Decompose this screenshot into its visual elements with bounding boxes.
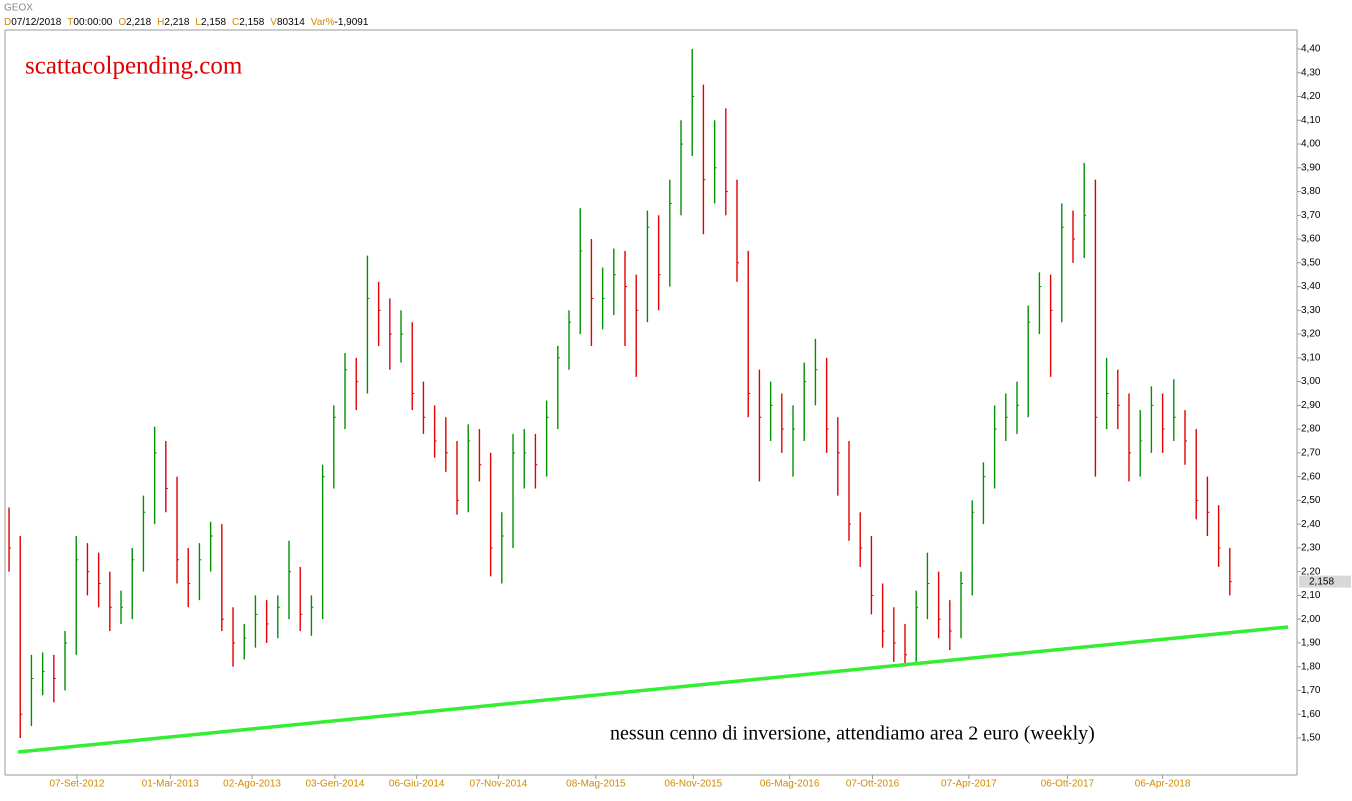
y-tick-label: 3,20 bbox=[1301, 329, 1321, 340]
header-value: 2,158 bbox=[201, 17, 226, 28]
header-key: D bbox=[4, 17, 11, 28]
x-tick-label: 06-Mag-2016 bbox=[760, 779, 820, 790]
y-tick-label: 3,30 bbox=[1301, 305, 1321, 316]
x-tick-label: 03-Gen-2014 bbox=[305, 779, 364, 790]
last-price-box bbox=[1299, 575, 1351, 588]
y-tick-label: 2,80 bbox=[1301, 424, 1321, 435]
x-tick-label: 01-Mar-2013 bbox=[142, 779, 200, 790]
header-value: 2,218 bbox=[126, 17, 151, 28]
y-tick-label: 2,00 bbox=[1301, 614, 1321, 625]
header-value: 07/12/2018 bbox=[11, 17, 61, 28]
y-tick-label: 4,00 bbox=[1301, 139, 1321, 150]
y-tick-label: 1,50 bbox=[1301, 733, 1321, 744]
header: D07/12/2018 T00:00:00 O2,218 H2,218 L2,158 C2… bbox=[4, 17, 369, 28]
y-tick-label: 2,90 bbox=[1301, 400, 1321, 411]
x-tick-label: 07-Set-2012 bbox=[49, 779, 104, 790]
y-tick-label: 3,80 bbox=[1301, 186, 1321, 197]
header-key: O bbox=[118, 17, 126, 28]
x-tick-label: 06-Giu-2014 bbox=[389, 779, 445, 790]
y-tick-label: 2,70 bbox=[1301, 448, 1321, 459]
header-value: -1,9091 bbox=[334, 17, 368, 28]
y-tick-label: 2,40 bbox=[1301, 519, 1321, 530]
header-key: C bbox=[232, 17, 239, 28]
y-tick-label: 4,40 bbox=[1301, 44, 1321, 55]
y-tick-label: 3,60 bbox=[1301, 234, 1321, 245]
y-tick-label: 3,50 bbox=[1301, 257, 1321, 268]
header-key: Var% bbox=[311, 17, 335, 28]
y-tick-label: 3,10 bbox=[1301, 352, 1321, 363]
header-key: H bbox=[157, 17, 164, 28]
header-key: T bbox=[67, 17, 73, 28]
y-tick-label: 4,20 bbox=[1301, 91, 1321, 102]
watermark: scattacolpending.com bbox=[25, 53, 243, 80]
symbol: GEOX bbox=[4, 3, 33, 14]
header-value: 2,218 bbox=[164, 17, 189, 28]
annotation: nessun cenno di inversione, attendiamo a… bbox=[610, 723, 1095, 745]
y-tick-label: 1,90 bbox=[1301, 638, 1321, 649]
header-key: L bbox=[195, 17, 201, 28]
header-value: 00:00:00 bbox=[73, 17, 112, 28]
last-price-label: 2,158 bbox=[1309, 576, 1334, 587]
trendline bbox=[17, 625, 1289, 754]
x-tick-label: 08-Mag-2015 bbox=[566, 779, 626, 790]
y-tick-label: 2,10 bbox=[1301, 590, 1321, 601]
x-tick-label: 06-Nov-2015 bbox=[664, 779, 722, 790]
y-tick-label: 3,90 bbox=[1301, 162, 1321, 173]
y-tick-label: 3,00 bbox=[1301, 376, 1321, 387]
y-tick-label: 2,50 bbox=[1301, 495, 1321, 506]
x-tick-label: 06-Ott-2017 bbox=[1041, 779, 1095, 790]
y-tick-label: 1,60 bbox=[1301, 709, 1321, 720]
x-tick-label: 06-Apr-2018 bbox=[1135, 779, 1191, 790]
y-tick-label: 2,20 bbox=[1301, 566, 1321, 577]
x-tick-label: 07-Ott-2016 bbox=[846, 779, 900, 790]
x-tick-label: 02-Ago-2013 bbox=[223, 779, 281, 790]
header-value: 80314 bbox=[277, 17, 305, 28]
x-tick-label: 07-Nov-2014 bbox=[470, 779, 528, 790]
header-text: D07/12/2018 T00:00:00 O2,218 H2,218 L2,158 C2… bbox=[4, 17, 369, 28]
y-tick-label: 2,30 bbox=[1301, 543, 1321, 554]
header-value: 2,158 bbox=[239, 17, 264, 28]
y-tick-label: 3,70 bbox=[1301, 210, 1321, 221]
header-key: V bbox=[270, 17, 277, 28]
y-tick-label: 3,40 bbox=[1301, 281, 1321, 292]
y-tick-label: 4,10 bbox=[1301, 115, 1321, 126]
y-tick-label: 4,30 bbox=[1301, 67, 1321, 78]
x-tick-label: 07-Apr-2017 bbox=[941, 779, 997, 790]
y-tick-label: 1,70 bbox=[1301, 685, 1321, 696]
y-tick-label: 1,80 bbox=[1301, 661, 1321, 672]
y-tick-label: 2,60 bbox=[1301, 471, 1321, 482]
